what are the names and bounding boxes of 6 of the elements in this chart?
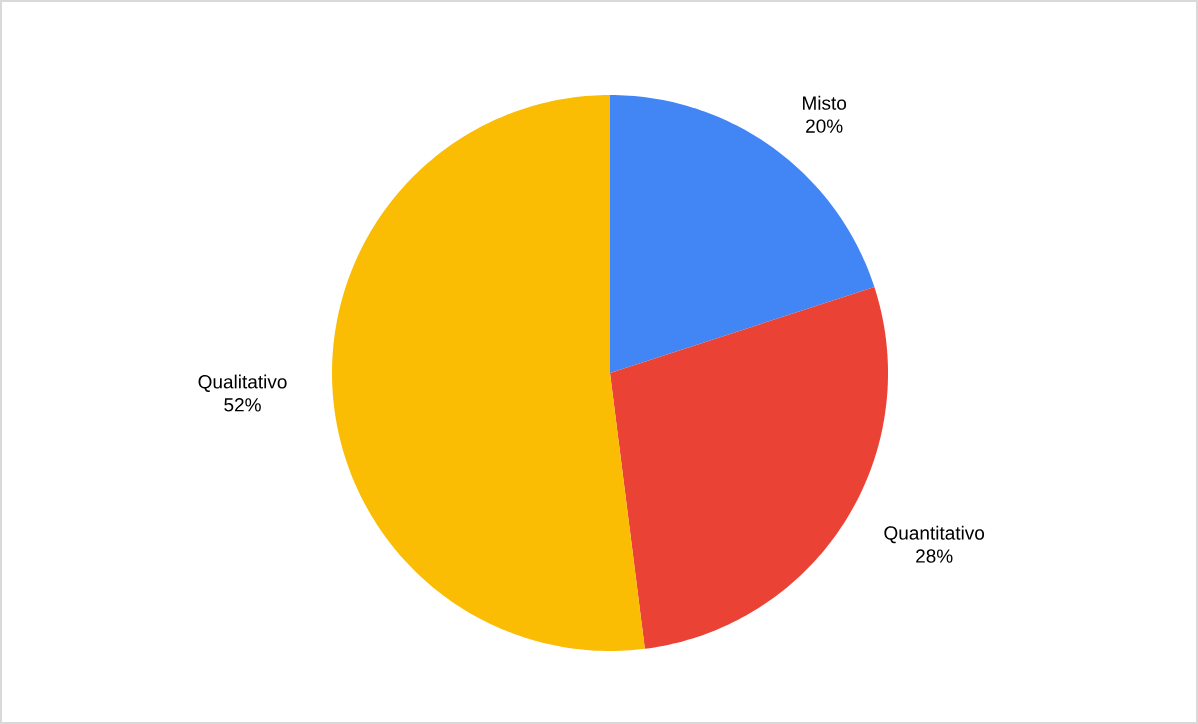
data-label: 20% — [806, 119, 843, 133]
slice-label: Misto — [803, 95, 847, 110]
slice-label: Qualitativo — [198, 374, 287, 392]
slice-label: Quantitativo — [884, 525, 985, 544]
data-label: 28% — [916, 549, 953, 563]
data-label: 52% — [224, 398, 261, 412]
